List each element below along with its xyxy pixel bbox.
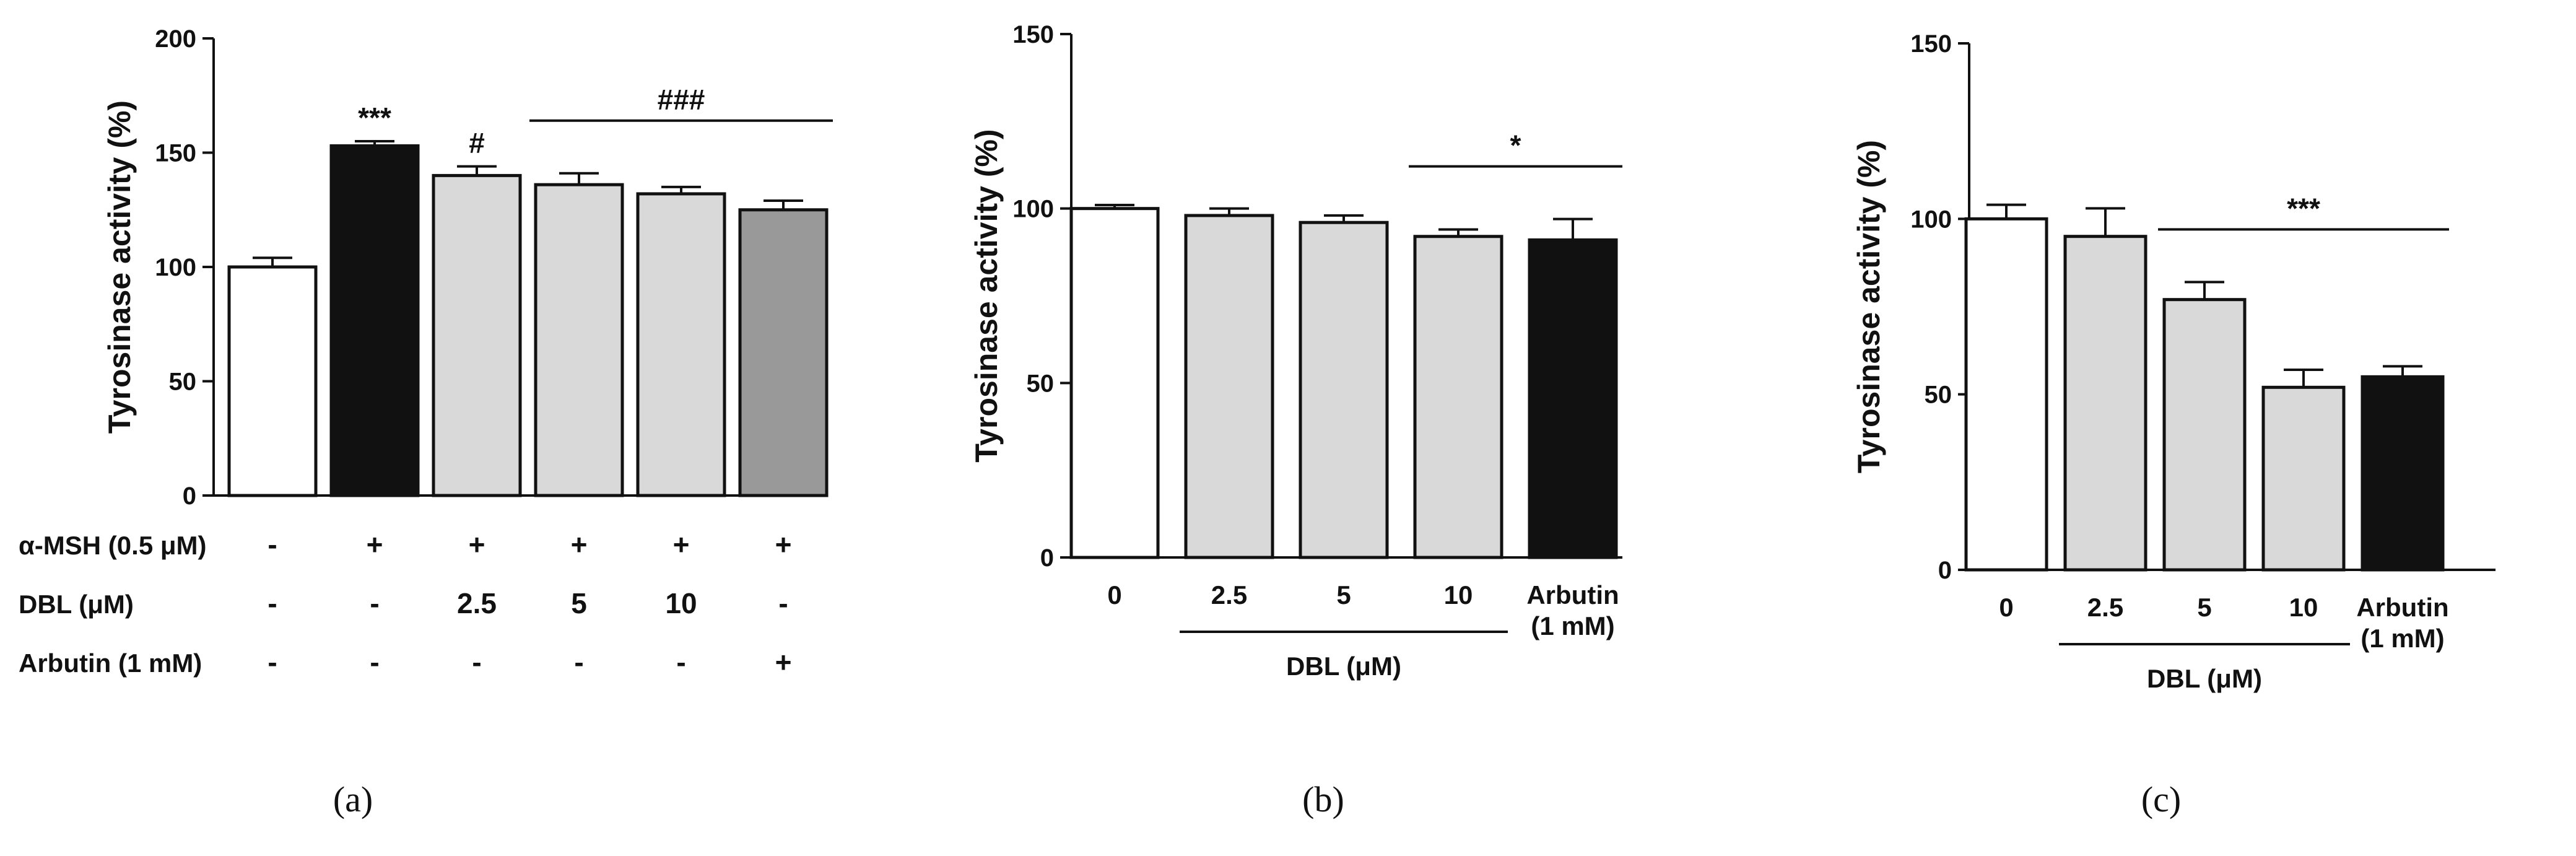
bar — [534, 183, 624, 497]
bar — [2361, 375, 2445, 572]
y-tick-label: 0 — [1938, 557, 1952, 584]
significance-label: # — [469, 127, 485, 159]
x-tick-label: 2.5 — [2087, 593, 2123, 622]
bar — [1299, 221, 1389, 559]
x-tick-label: 0 — [1107, 580, 1121, 609]
panel-caption: (a) — [333, 779, 373, 819]
treatment-cell: + — [367, 528, 383, 561]
treatment-cell: + — [469, 528, 485, 561]
y-axis-title: Tyrosinase activity (%) — [969, 129, 1004, 462]
y-tick-label: 50 — [1925, 382, 1952, 409]
panel-a: 0 50 100 150 200 Tyrosinase activity (%) *** # #… — [0, 0, 879, 856]
y-tick-label: 150 — [1910, 30, 1952, 58]
x-tick-label: 5 — [1336, 580, 1351, 609]
y-tick-label: 0 — [183, 483, 196, 510]
bar — [2162, 298, 2247, 572]
treatment-cell: + — [571, 528, 588, 561]
significance-label: * — [1510, 129, 1521, 162]
y-tick-label: 100 — [1012, 196, 1054, 223]
treatment-cell: + — [775, 646, 792, 678]
bar — [1528, 238, 1618, 559]
bar — [1069, 207, 1160, 559]
chart-c: 0 50 100 150 Tyrosinase activity (%) *** 0 2.5 5… — [1852, 30, 2496, 819]
y-axis-title: Tyrosinase activity (%) — [1852, 140, 1886, 473]
x-tick-label: 2.5 — [1211, 580, 1247, 609]
panel-b: 0 50 100 150 Tyrosinase activity (%) * 0 2.5 5 10… — [879, 0, 1759, 856]
y-axis-title: Tyrosinase activity (%) — [102, 100, 137, 434]
treatment-row-label: Arbutin (1 mM) — [19, 649, 202, 678]
treatment-cell: 2.5 — [457, 587, 497, 619]
treatment-cell: - — [574, 646, 583, 678]
significance-label: ### — [658, 84, 705, 116]
bar — [432, 173, 522, 497]
treatment-cell: - — [778, 587, 788, 619]
treatment-cell: - — [268, 528, 277, 561]
x-tick-label: (1 mM) — [2361, 624, 2444, 653]
group-label: DBL (μM) — [1286, 652, 1401, 681]
x-tick-label: Arbutin — [1526, 580, 1619, 609]
treatment-row-label: DBL (μM) — [19, 590, 134, 619]
treatment-cell: - — [268, 587, 277, 619]
y-tick-label: 0 — [1040, 544, 1054, 572]
y-tick-label: 100 — [155, 254, 196, 281]
bar — [1964, 217, 2048, 572]
x-tick-label: (1 mM) — [1531, 611, 1614, 640]
chart-b: 0 50 100 150 Tyrosinase activity (%) * 0 2.5 5 10… — [969, 21, 1622, 819]
y-tick-label: 200 — [155, 25, 196, 53]
treatment-cell: - — [472, 646, 481, 678]
x-tick-label: 10 — [2289, 593, 2318, 622]
panel-c: 0 50 100 150 Tyrosinase activity (%) *** 0 2.5 5… — [1759, 0, 2576, 856]
treatment-cell: - — [676, 646, 685, 678]
x-tick-label: Arbutin — [2356, 593, 2448, 622]
bar — [227, 265, 318, 497]
y-tick-label: 100 — [1910, 206, 1952, 233]
y-tick-label: 150 — [1012, 21, 1054, 48]
bar — [1413, 235, 1503, 559]
x-tick-label: 0 — [1999, 593, 2013, 622]
treatment-row-label: α-MSH (0.5 μM) — [19, 531, 207, 560]
bar — [738, 208, 829, 497]
treatment-cell: 10 — [665, 587, 697, 619]
x-tick-label: 5 — [2197, 593, 2211, 622]
bar — [329, 144, 420, 497]
bar — [2063, 235, 2147, 572]
bar — [2261, 385, 2346, 572]
treatment-cell: 5 — [571, 587, 587, 619]
y-tick-label: 150 — [155, 140, 196, 167]
panel-caption: (b) — [1302, 779, 1344, 819]
panel-caption: (c) — [2141, 779, 2181, 819]
bar — [636, 192, 726, 497]
significance-label: *** — [358, 102, 391, 134]
y-tick-label: 50 — [169, 369, 197, 396]
x-tick-label: 10 — [1444, 580, 1473, 609]
treatment-cell: - — [268, 646, 277, 678]
y-tick-label: 50 — [1027, 370, 1055, 397]
treatment-cell: + — [673, 528, 690, 561]
treatment-cell: - — [370, 646, 379, 678]
treatment-cell: + — [775, 528, 792, 561]
treatment-cell: - — [370, 587, 379, 619]
group-label: DBL (μM) — [2147, 664, 2262, 693]
bar — [1184, 214, 1274, 559]
significance-label: *** — [2287, 192, 2320, 224]
